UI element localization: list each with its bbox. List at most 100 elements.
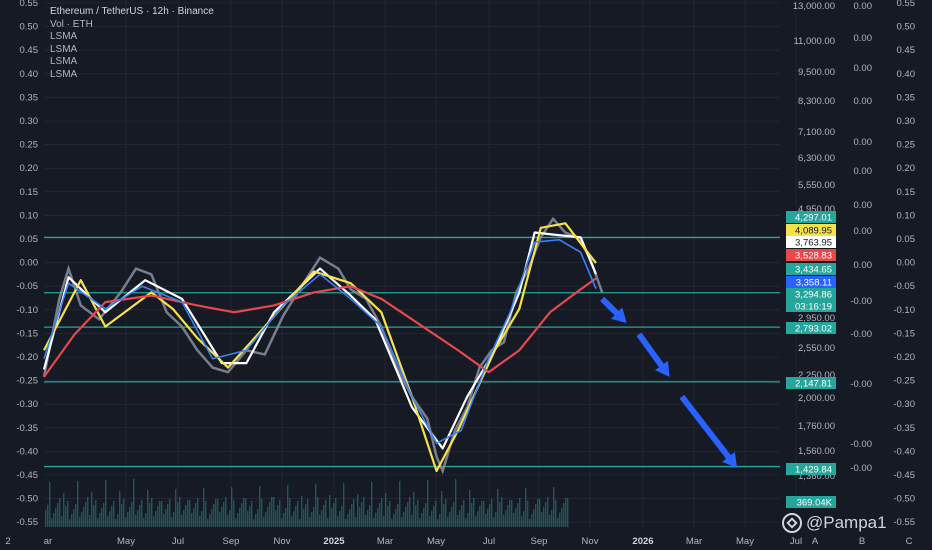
right-axis-tick: 0.35 <box>897 92 916 103</box>
volume-bar <box>55 508 57 527</box>
volume-bar <box>399 481 401 527</box>
left-axis-tick: -0.10 <box>16 305 38 316</box>
volume-bar <box>555 500 557 527</box>
left-axis-tick: -0.35 <box>16 423 38 434</box>
volume-bar <box>201 511 203 527</box>
volume-bar <box>85 502 87 527</box>
lsma-indicator-label-3[interactable]: LSMA <box>50 56 78 67</box>
volume-bar <box>541 512 543 527</box>
right-axis-tick: 0.40 <box>897 69 916 80</box>
volume-bar <box>137 510 139 527</box>
volume-bar <box>511 500 513 527</box>
volume-bar <box>451 507 453 527</box>
volume-bar <box>73 509 75 527</box>
volume-bar <box>525 488 527 527</box>
left-axis-tick: -0.40 <box>16 446 38 457</box>
corner-tick: B <box>859 536 865 547</box>
lsma-indicator-label-4[interactable]: LSMA <box>50 68 78 80</box>
price-label-text: 4,089.95 <box>795 226 832 237</box>
volume-bar <box>113 501 115 527</box>
volume-bar <box>337 516 339 527</box>
left-axis-tick: 0.45 <box>20 45 39 56</box>
osc-axis-tick: -0.00 <box>850 463 872 474</box>
lsma-indicator-label-2[interactable]: LSMA <box>50 43 78 55</box>
right-axis-tick: 0.00 <box>897 258 916 269</box>
volume-bar <box>361 502 363 527</box>
volume-bar <box>371 482 373 527</box>
volume-bar <box>181 515 183 527</box>
volume-bar <box>505 510 507 527</box>
volume-bar <box>431 511 433 527</box>
volume-bar <box>223 502 225 527</box>
right-axis-tick: -0.55 <box>893 517 915 528</box>
volume-bar <box>435 501 437 527</box>
volume-bar <box>357 494 359 527</box>
x-axis-tick: Nov <box>582 536 599 547</box>
volume-bar <box>473 498 475 527</box>
volume-bar <box>149 503 151 527</box>
volume-bar <box>441 491 443 527</box>
volume-bar <box>507 505 509 527</box>
left-axis-tick: -0.50 <box>16 494 38 505</box>
price-axis-tick: 1,560.00 <box>798 446 835 457</box>
volume-bar <box>551 510 553 527</box>
volume-bar <box>289 498 291 527</box>
volume-bar <box>65 506 67 527</box>
price-label-text: 4,297.01 <box>795 213 832 224</box>
volume-bar <box>101 508 103 527</box>
volume-bar <box>109 511 111 527</box>
volume-bar <box>341 506 343 527</box>
volume-bar <box>547 497 549 527</box>
left-axis-tick: 0.35 <box>20 92 39 103</box>
price-axis-tick: 1,760.00 <box>798 421 835 432</box>
volume-bar <box>255 514 257 527</box>
volume-bar <box>77 481 79 527</box>
volume-bar <box>383 516 385 527</box>
volume-bar <box>529 519 531 527</box>
volume-bar <box>319 515 321 527</box>
volume-bar <box>413 492 415 527</box>
symbol-title[interactable]: Ethereum / TetherUS · 12h · Binance <box>50 6 214 17</box>
price-label-text: 2,147.81 <box>795 379 832 390</box>
volume-bar <box>521 516 523 527</box>
volume-bar <box>67 501 69 527</box>
osc-axis-tick: -0.00 <box>850 379 872 390</box>
osc-axis-tick: 0.00 <box>854 96 873 107</box>
left-axis-tick: -0.15 <box>16 328 38 339</box>
volume-bar <box>449 512 451 527</box>
volume-bar <box>509 500 511 527</box>
volume-bar <box>299 519 301 527</box>
price-label-text: 3,358.11 <box>796 278 832 289</box>
x-axis-tick: Jul <box>483 536 495 547</box>
price-axis-tick: 2,550.00 <box>798 343 835 354</box>
volume-bar <box>105 480 107 527</box>
volume-bar <box>409 497 411 527</box>
volume-bar <box>311 512 313 527</box>
left-axis-tick: 0.30 <box>20 116 39 127</box>
left-axis-tick: 0.05 <box>20 234 39 245</box>
volume-bar <box>171 517 173 527</box>
volume-bar <box>323 505 325 527</box>
volume-bar <box>227 515 229 527</box>
volume-bar <box>519 498 521 527</box>
volume-bar <box>457 515 459 527</box>
volume-bar <box>463 500 465 527</box>
volume-bar <box>155 511 157 527</box>
left-axis-tick: 0.00 <box>20 258 39 269</box>
volume-bar <box>539 499 541 527</box>
volume-bar <box>381 498 383 527</box>
volume-bar <box>433 506 435 527</box>
volume-bar <box>559 513 561 527</box>
x-axis-tick: Nov <box>274 536 291 547</box>
volume-bar <box>481 501 483 527</box>
volume-bar <box>379 503 381 527</box>
left-axis-tick: 0.55 <box>20 0 39 9</box>
volume-indicator-label[interactable]: Vol · ETH <box>50 18 93 30</box>
volume-bar <box>203 488 205 527</box>
lsma-indicator-label-1[interactable]: LSMA <box>50 31 78 42</box>
right-axis-tick: -0.25 <box>893 376 915 387</box>
volume-bar <box>495 512 497 527</box>
volume-bar <box>243 498 245 527</box>
